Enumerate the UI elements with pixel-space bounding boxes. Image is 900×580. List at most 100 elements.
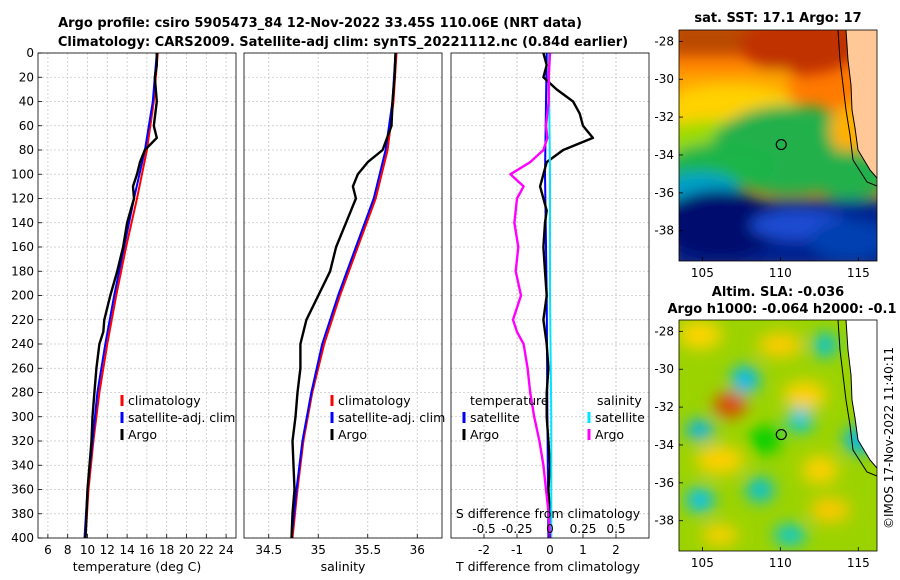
- map-y-tick-label: -30: [654, 362, 674, 376]
- map-x-tick-label: 105: [691, 556, 714, 570]
- y-tick-label: 280: [11, 386, 34, 400]
- x-tick-label: 8: [64, 543, 72, 557]
- x2-tick-label: 0: [546, 522, 554, 536]
- y-tick-label: 160: [11, 240, 34, 254]
- legend-salinity-title: salinity: [597, 393, 642, 408]
- sla-map-title: Altim. SLA: -0.036: [712, 285, 844, 300]
- sst-land-mass: [846, 30, 877, 178]
- legend-climatology-label: climatology: [338, 393, 411, 408]
- x-tick-label: -1: [511, 543, 523, 557]
- y-tick-label: 400: [11, 531, 34, 545]
- sst-argo-marker: [775, 138, 787, 151]
- map-x-tick-label: 110: [769, 556, 792, 570]
- x-tick-label: -2: [478, 543, 490, 557]
- x2-tick-label: -0.25: [501, 522, 532, 536]
- sla-map-frame: [678, 319, 878, 552]
- difference-legend: temperature satellite Argo salinity sate…: [462, 393, 645, 442]
- x-tick-label: 10: [80, 543, 95, 557]
- legend-t-satellite-label: satellite: [470, 410, 520, 425]
- imos-credit: ©IMOS 17-Nov-2022 11:40:11: [882, 347, 896, 529]
- legend-argo-label: Argo: [338, 427, 367, 442]
- map-y-tick-label: -28: [654, 324, 674, 338]
- map-y-tick-label: -36: [654, 186, 674, 200]
- map-y-tick-label: -32: [654, 400, 674, 414]
- x-tick-label: 22: [199, 543, 214, 557]
- y-tick-label: 140: [11, 216, 34, 230]
- y-tick-label: 340: [11, 458, 34, 472]
- legend-t-argo-label: Argo: [470, 427, 499, 442]
- x-tick-label: 2: [612, 543, 620, 557]
- y-tick-label: 40: [19, 95, 34, 109]
- map-x-tick-label: 115: [847, 556, 870, 570]
- map-y-tick-label: -38: [654, 514, 674, 528]
- temperature-panel: 6 8 10 12 14 16 18 20 22 24 0 20 40 60 80 100 120 140 160…: [11, 46, 237, 574]
- x-tick-label: 6: [44, 543, 52, 557]
- y-tick-label: 60: [19, 119, 34, 133]
- series-line-satellite-adj-clim: [290, 52, 397, 539]
- title-line-1: Argo profile: csiro 5905473_84 12-Nov-20…: [58, 16, 582, 31]
- sla-map-subtitle: Argo h1000: -0.064 h2000: -0.1: [667, 302, 896, 317]
- salinity-legend: climatology satellite-adj. clim Argo: [330, 393, 445, 442]
- series-line-argo: [84, 53, 159, 539]
- x-tick-label: 34.5: [255, 543, 282, 557]
- x-tick-label: 14: [119, 543, 134, 557]
- legend-argo-label: Argo: [128, 427, 157, 442]
- y-tick-label: 0: [26, 46, 34, 60]
- sst-map-title: sat. SST: 17.1 Argo: 17: [694, 11, 861, 26]
- x-tick-label: 20: [179, 543, 194, 557]
- x-tick-label: 1: [579, 543, 587, 557]
- map-y-tick-label: -34: [654, 438, 674, 452]
- y-tick-label: 200: [11, 289, 34, 303]
- legend-satellite-adj-label: satellite-adj. clim: [128, 410, 235, 425]
- x-tick-label: 24: [218, 543, 233, 557]
- difference-panel: -2 -1 0 1 2 -0.5 -0.25 0 0.25 0.5 S difference f…: [450, 52, 650, 574]
- x-tick-label: 16: [139, 543, 154, 557]
- difference-x2label: S difference from climatology: [456, 506, 641, 521]
- x-tick-label: 35: [311, 543, 326, 557]
- y-tick-label: 320: [11, 434, 34, 448]
- x2-tick-label: 0.25: [570, 522, 597, 536]
- y-tick-label: 100: [11, 167, 34, 181]
- y-tick-label: 80: [19, 143, 34, 157]
- map-x-tick-label: 110: [769, 266, 792, 280]
- x-tick-label: 36: [410, 543, 425, 557]
- legend-satellite-adj-label: satellite-adj. clim: [338, 410, 445, 425]
- title-line-2: Climatology: CARS2009. Satellite-adj cli…: [58, 35, 628, 50]
- sla-argo-marker: [775, 428, 787, 441]
- y-tick-label: 220: [11, 313, 34, 327]
- series-line-t-argo: [538, 52, 595, 538]
- x-tick-label: 35.5: [354, 543, 381, 557]
- y-tick-label: 360: [11, 483, 34, 497]
- sla-coastline: [845, 320, 877, 469]
- salinity-panel: 34.5 35 35.5 36 salinity climatology satell…: [243, 52, 445, 574]
- y-tick-label: 240: [11, 337, 34, 351]
- temperature-legend: climatology satellite-adj. clim Argo: [120, 393, 235, 442]
- map-y-tick-label: -36: [654, 476, 674, 490]
- legend-temperature-title: temperature: [470, 393, 549, 408]
- x2-tick-label: -0.5: [472, 522, 495, 536]
- temperature-xlabel: temperature (deg C): [73, 559, 202, 574]
- sst-map-frame: [678, 29, 878, 262]
- y-tick-label: 260: [11, 361, 34, 375]
- sst-shelf-contour: [837, 30, 877, 187]
- salinity-xlabel: salinity: [321, 559, 366, 574]
- sla-land-mass: [846, 320, 877, 468]
- x-tick-label: 18: [159, 543, 174, 557]
- map-x-tick-label: 105: [691, 266, 714, 280]
- y-tick-label: 300: [11, 410, 34, 424]
- y-tick-label: 120: [11, 192, 34, 206]
- sst-map-panel: sat. SST: 17.1 Argo: 17: [654, 11, 878, 280]
- x2-tick-label: 0.5: [606, 522, 625, 536]
- y-tick-label: 20: [19, 70, 34, 84]
- sst-map-field: [679, 30, 877, 261]
- y-tick-label: 180: [11, 264, 34, 278]
- legend-s-satellite-label: satellite: [595, 410, 645, 425]
- map-y-tick-label: -34: [654, 148, 674, 162]
- series-line-argo: [290, 52, 397, 539]
- sst-coastline: [845, 30, 877, 179]
- legend-climatology-label: climatology: [128, 393, 201, 408]
- map-x-tick-label: 115: [847, 266, 870, 280]
- series-line-s-satellite: [547, 52, 553, 538]
- y-tick-label: 380: [11, 507, 34, 521]
